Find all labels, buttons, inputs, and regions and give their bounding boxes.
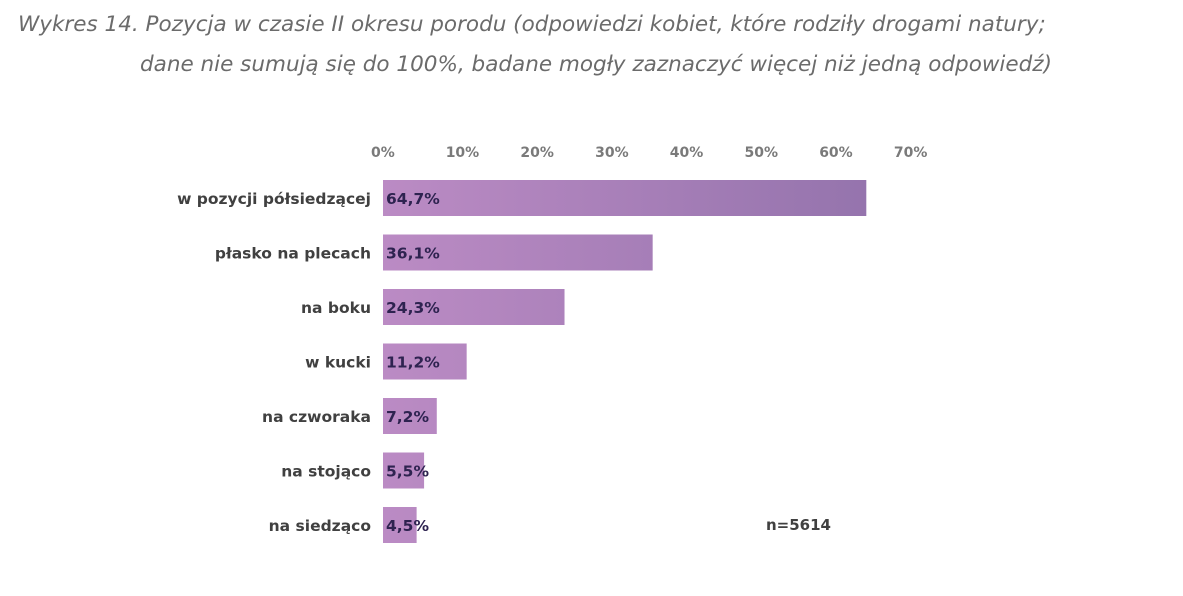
category-label: w kucki [305, 354, 371, 372]
chart-title: Wykres 14. Pozycja w czasie II okresu po… [0, 0, 1183, 100]
x-tick-label: 30% [595, 145, 629, 161]
x-tick-label: 50% [745, 145, 779, 161]
bar [383, 452, 425, 489]
bar [383, 289, 565, 325]
bars [383, 180, 867, 543]
chart-title-line2: dane nie sumują się do 100%, badane mogł… [140, 52, 1052, 77]
bar [383, 507, 417, 543]
value-label: 36,1% [386, 245, 440, 263]
x-tick-label: 70% [894, 145, 928, 161]
value-label: 4,5% [386, 517, 429, 535]
bar [383, 180, 867, 216]
x-tick-label: 60% [819, 145, 853, 161]
chart-title-line1: Wykres 14. Pozycja w czasie II okresu po… [18, 12, 1046, 37]
category-label: płasko na plecach [215, 245, 371, 263]
category-label: w pozycji półsiedzącej [177, 190, 371, 208]
value-label: 64,7% [386, 190, 440, 208]
bar [383, 343, 467, 380]
category-label: na boku [301, 299, 371, 317]
value-label: 24,3% [386, 299, 440, 317]
bar [383, 234, 653, 271]
value-label: 7,2% [386, 408, 429, 426]
sample-size-note: n=5614 [766, 516, 831, 534]
category-labels: w pozycji półsiedzącej płasko na plecach n… [177, 190, 371, 535]
x-tick-label: 20% [520, 145, 554, 161]
x-tick-label: 0% [371, 145, 395, 161]
bar [383, 398, 437, 434]
x-axis-ticks: 0% 10% 20% 30% 40% 50% 60% 70% [371, 145, 927, 161]
value-label: 11,2% [386, 354, 440, 372]
value-labels: 64,7% 36,1% 24,3% 11,2% 7,2% 5,5% 4,5% [386, 190, 440, 535]
x-tick-label: 10% [446, 145, 480, 161]
category-label: na siedząco [269, 517, 371, 535]
category-label: na stojąco [281, 463, 371, 481]
x-tick-label: 40% [670, 145, 704, 161]
value-label: 5,5% [386, 463, 429, 481]
category-label: na czworaka [262, 408, 371, 426]
